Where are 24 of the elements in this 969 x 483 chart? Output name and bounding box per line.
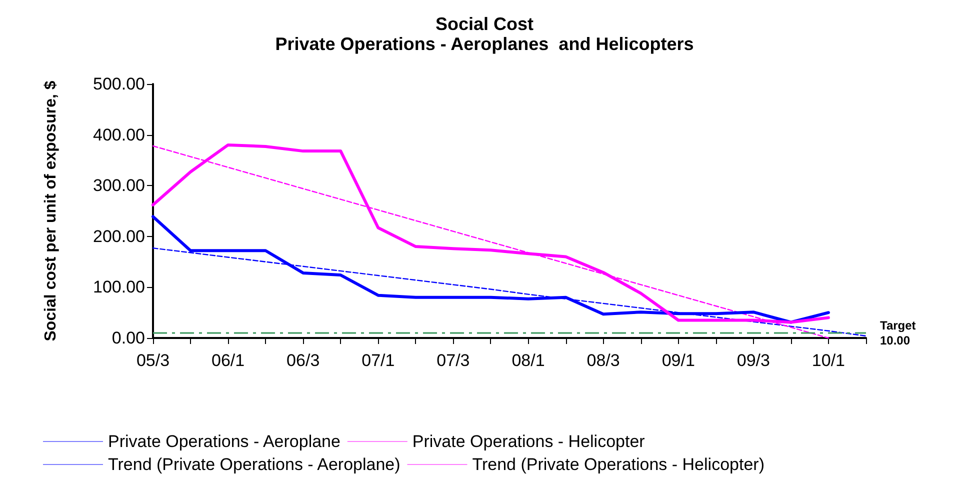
chart-subtitle: Private Operations - Aeroplanes and Helicopters [275, 34, 694, 54]
ref-line-label: Target 10.00 [880, 318, 916, 348]
x-tick-label: 09/3 [736, 351, 770, 370]
chart-title: Social Cost [435, 14, 534, 34]
legend-label: Private Operations - Aeroplane [108, 432, 340, 451]
y-tick-label: 500.00 [93, 74, 145, 94]
y-tick-label: 100.00 [93, 278, 145, 297]
x-tick-label: 10/1 [812, 351, 846, 370]
y-tick-label: 200.00 [93, 226, 145, 246]
x-tick-label: 05/3 [136, 351, 170, 370]
x-tick-label: 09/1 [662, 351, 695, 370]
x-tick-label: 06/3 [286, 351, 320, 370]
y-tick-label: 300.00 [93, 176, 145, 196]
legend-label: Trend (Private Operations - Helicopter) [472, 455, 764, 474]
legend-label: Trend (Private Operations - Aeroplane) [108, 455, 400, 474]
x-tick-label: 07/1 [362, 351, 395, 370]
x-tick-label: 06/1 [212, 351, 245, 370]
x-tick-label: 08/3 [586, 351, 620, 370]
y-tick-label: 400.00 [93, 125, 145, 144]
x-tick-label: 08/1 [512, 351, 545, 370]
y-axis-title: Social cost per unit of exposure, $ [42, 80, 60, 342]
legend-label: Private Operations - Helicopter [412, 432, 646, 451]
x-tick-label: 07/3 [436, 351, 470, 370]
y-tick-label: 0.00 [112, 328, 145, 348]
